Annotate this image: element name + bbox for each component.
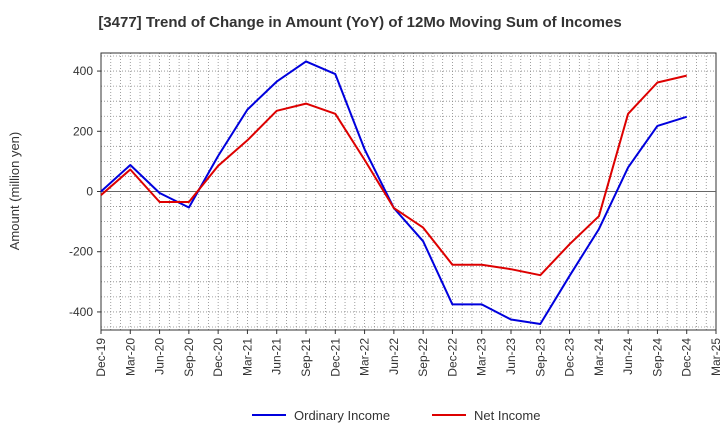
x-tick-label: Dec-22 [445, 338, 459, 377]
x-tick-label: Jun-24 [621, 338, 635, 375]
chart-title: [3477] Trend of Change in Amount (YoY) o… [98, 14, 622, 31]
x-tick-label: Sep-21 [299, 338, 313, 377]
x-tick-label: Jun-21 [270, 338, 284, 375]
x-tick-label: Dec-20 [211, 338, 225, 377]
x-tick-label: Sep-23 [533, 338, 547, 377]
y-axis-label: Amount (million yen) [7, 132, 22, 251]
x-tick-label: Dec-21 [328, 338, 342, 377]
series [100, 60, 687, 325]
y-tick-label: 0 [86, 185, 93, 199]
axes [100, 52, 717, 331]
y-tick-label: 200 [73, 124, 93, 138]
x-tick-label: Dec-19 [94, 338, 108, 377]
x-tick-label: Mar-20 [123, 338, 137, 376]
x-tick-label: Mar-24 [592, 338, 606, 376]
x-tick-label: Sep-20 [182, 338, 196, 377]
x-tick-label: Mar-21 [240, 338, 254, 376]
x-tick-label: Mar-25 [709, 338, 720, 376]
legend-label: Ordinary Income [294, 408, 390, 423]
x-tick-label: Jun-20 [153, 338, 167, 375]
y-tick-label: -400 [69, 305, 93, 319]
series-line-1 [100, 74, 687, 277]
y-tick-label: -200 [69, 245, 93, 259]
x-tick-label: Dec-24 [680, 338, 694, 377]
tick-labels: 400 200 0 -200 -400 Dec-19 Mar-20 Jun-20 Sep-20 D… [69, 64, 720, 377]
x-tick-label: Mar-22 [358, 338, 372, 376]
x-tick-label: Sep-22 [416, 338, 430, 377]
x-tick-label: Dec-23 [563, 338, 577, 377]
legend: Ordinary Income Net Income [252, 408, 540, 423]
legend-label: Net Income [474, 408, 540, 423]
x-tick-label: Jun-23 [504, 338, 518, 375]
y-tick-label: 400 [73, 64, 93, 78]
x-tick-label: Jun-22 [387, 338, 401, 375]
x-tick-label: Mar-23 [475, 338, 489, 376]
x-tick-label: Sep-24 [650, 338, 664, 377]
